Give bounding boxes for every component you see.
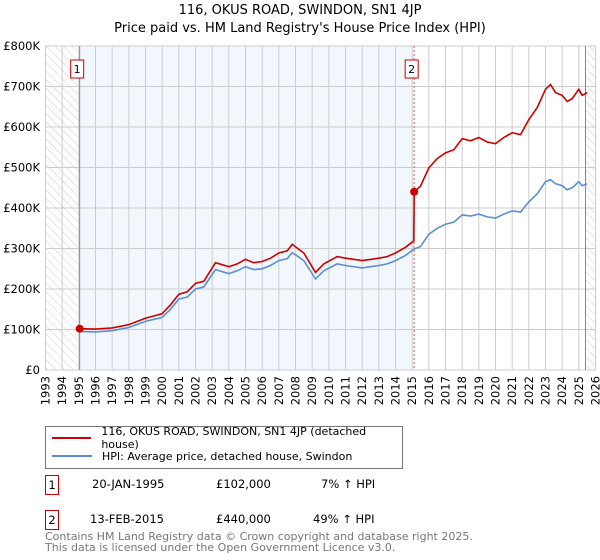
- x-tick-label: 2021: [505, 376, 519, 405]
- x-tick-label: 1996: [89, 376, 103, 405]
- x-tick-label: 2007: [272, 376, 286, 405]
- x-tick-label: 2002: [189, 376, 203, 405]
- x-tick-label: 1998: [122, 376, 136, 405]
- y-tick-label: £800K: [3, 39, 40, 53]
- x-tick-label: 1999: [139, 376, 153, 405]
- legend-item-hpi: HPI: Average price, detached house, Swin…: [52, 448, 352, 464]
- x-tick-label: 2008: [289, 376, 303, 405]
- chart-title: 116, OKUS ROAD, SWINDON, SN1 4JP: [178, 3, 422, 18]
- footer-copyright: Contains HM Land Registry data © Crown c…: [45, 530, 473, 543]
- y-tick-label: £300K: [3, 242, 40, 256]
- sale-point-1: [75, 324, 84, 333]
- x-tick-label: 2014: [389, 376, 403, 405]
- x-tick-label: 2006: [255, 376, 269, 405]
- x-tick-label: 2004: [222, 376, 236, 405]
- sale-label-1: 1: [74, 63, 81, 76]
- y-tick-label: £200K: [3, 282, 40, 296]
- y-tick-label: £500K: [3, 161, 40, 175]
- legend-swatch-blue: [52, 455, 92, 457]
- y-tick-label: £0: [25, 363, 40, 377]
- x-tick-label: 2018: [455, 376, 469, 405]
- x-tick-label: 1997: [105, 376, 119, 405]
- x-tick-label: 2017: [439, 376, 453, 405]
- legend-item-property: 116, OKUS ROAD, SWINDON, SN1 4JP (detach…: [52, 425, 402, 451]
- legend-label: 116, OKUS ROAD, SWINDON, SN1 4JP (detach…: [101, 425, 367, 451]
- x-tick-label: 2026: [589, 376, 600, 405]
- transaction-date: 20-JAN-1995: [92, 477, 165, 491]
- sale-label-2: 2: [408, 63, 415, 76]
- x-tick-label: 2022: [522, 376, 536, 405]
- footer-licence: This data is licensed under the Open Gov…: [45, 541, 396, 554]
- x-tick-label: 2003: [205, 376, 219, 405]
- x-tick-label: 1995: [72, 376, 86, 405]
- y-tick-label: £600K: [3, 120, 40, 134]
- transaction-marker: 2: [45, 510, 59, 530]
- y-tick-label: £400K: [3, 201, 40, 215]
- x-tick-label: 1994: [55, 376, 69, 405]
- x-tick-label: 1993: [39, 376, 53, 405]
- x-tick-label: 2009: [305, 376, 319, 405]
- x-tick-label: 2025: [572, 376, 586, 405]
- x-tick-label: 2024: [555, 376, 569, 405]
- x-tick-label: 2023: [539, 376, 553, 405]
- transaction-marker: 1: [45, 475, 59, 495]
- x-tick-label: 2015: [405, 376, 419, 405]
- transaction-price: £440,000: [216, 512, 271, 526]
- legend: 116, OKUS ROAD, SWINDON, SN1 4JP (detach…: [45, 425, 403, 469]
- transaction-price: £102,000: [216, 477, 271, 491]
- y-tick-label: £100K: [3, 323, 40, 337]
- hpi-series-line: [79, 178, 588, 333]
- legend-swatch-red: [52, 437, 92, 439]
- x-tick-label: 2011: [339, 376, 353, 405]
- x-tick-label: 2013: [372, 376, 386, 405]
- x-tick-label: 2010: [322, 376, 336, 405]
- x-tick-label: 2012: [355, 376, 369, 405]
- x-tick-label: 2005: [239, 376, 253, 405]
- x-tick-label: 2020: [489, 376, 503, 405]
- y-tick-label: £700K: [3, 80, 40, 94]
- sale-point-2: [410, 187, 419, 196]
- transaction-hpi: 49% ↑ HPI: [313, 512, 375, 526]
- sale-label-box-1: [70, 59, 85, 79]
- transaction-date: 13-FEB-2015: [90, 512, 164, 526]
- x-tick-label: 2016: [422, 376, 436, 405]
- x-tick-label: 2019: [472, 376, 486, 405]
- chart-subtitle: Price paid vs. HM Land Registry's House …: [114, 21, 486, 36]
- x-tick-label: 2000: [155, 376, 169, 405]
- transaction-hpi: 7% ↑ HPI: [321, 477, 376, 491]
- legend-label: HPI: Average price, detached house, Swin…: [102, 449, 353, 463]
- sale-label-box-2: [404, 59, 419, 79]
- property-series-line: [79, 83, 588, 330]
- x-tick-label: 2001: [172, 376, 186, 405]
